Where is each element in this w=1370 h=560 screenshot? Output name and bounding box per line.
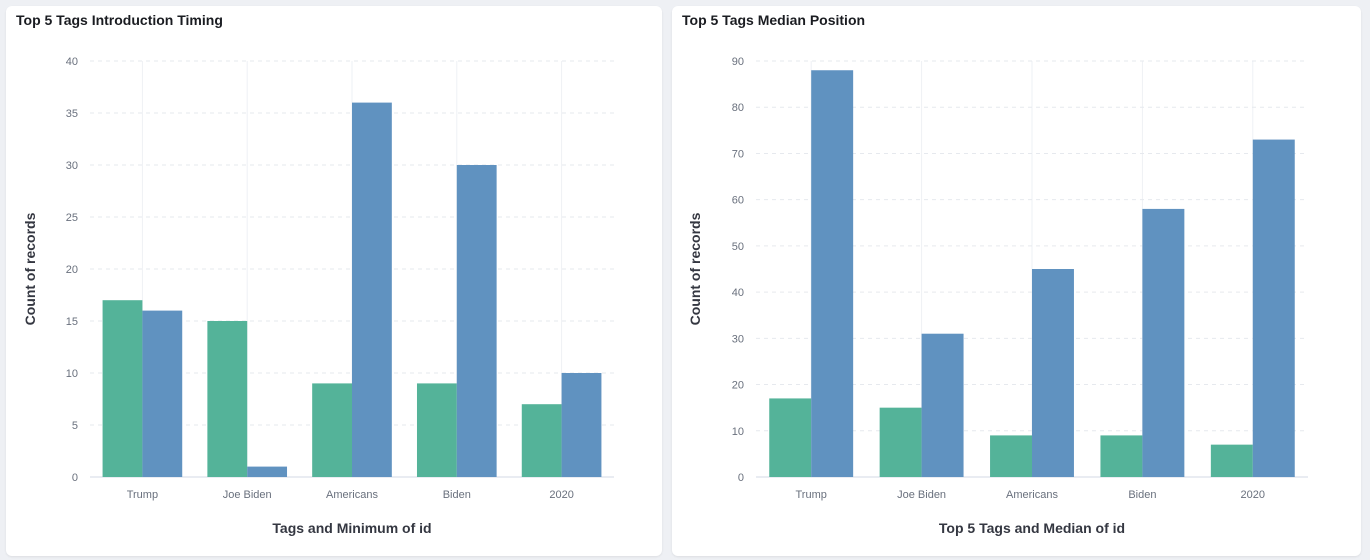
bar-joe-biden-series-1[interactable]: [207, 321, 248, 477]
bar-2020-series-2[interactable]: [561, 373, 602, 477]
x-tick-label: Joe Biden: [897, 489, 946, 501]
bar-trump-series-1[interactable]: [102, 300, 143, 477]
x-tick-label: 2020: [549, 489, 573, 501]
y-tick-label: 10: [66, 368, 78, 380]
bar-joe-biden-series-2[interactable]: [921, 333, 964, 477]
y-axis-title: Count of records: [687, 212, 703, 325]
bar-2020-series-1[interactable]: [1210, 444, 1253, 477]
x-tick-label: Joe Biden: [223, 489, 272, 501]
x-tick-label: Biden: [1128, 489, 1156, 501]
bar-americans-series-2[interactable]: [352, 102, 392, 477]
bar-joe-biden-series-1[interactable]: [879, 407, 922, 477]
y-tick-label: 80: [732, 102, 744, 114]
y-tick-label: 35: [66, 108, 78, 120]
y-axis-title: Count of records: [22, 212, 38, 325]
x-tick-label: Trump: [796, 489, 827, 501]
bar-trump-series-2[interactable]: [811, 70, 854, 477]
y-tick-label: 5: [72, 420, 78, 432]
bar-biden-series-2[interactable]: [1142, 208, 1185, 477]
bar-trump-series-1[interactable]: [769, 398, 812, 477]
y-tick-label: 50: [732, 241, 744, 253]
chart-panel-introduction-timing: Top 5 Tags Introduction Timing 0 5 10 15 20 2…: [6, 6, 662, 556]
bar-2020-series-2[interactable]: [1252, 139, 1295, 478]
chart-panel-median-position: Top 5 Tags Median Position 0 10 20 30 40 50 60…: [672, 6, 1361, 556]
y-tick-label: 0: [738, 472, 744, 484]
y-tick-label: 60: [732, 195, 744, 207]
x-tick-label: 2020: [1241, 489, 1265, 501]
y-tick-label: 20: [66, 264, 78, 276]
y-tick-label: 25: [66, 212, 78, 224]
y-tick-label: 90: [732, 56, 744, 68]
panel-title: Top 5 Tags Introduction Timing: [16, 12, 223, 28]
x-axis-title: Tags and Minimum of id: [272, 520, 431, 536]
bar-americans-series-1[interactable]: [990, 435, 1032, 477]
y-tick-label: 20: [732, 380, 744, 392]
bar-americans-series-1[interactable]: [312, 383, 352, 477]
y-tick-label: 15: [66, 316, 78, 328]
bar-americans-series-2[interactable]: [1032, 269, 1074, 477]
bar-chart-introduction-timing: 0 5 10 15 20 25 30 35 40 Trump Joe Biden Americans B…: [22, 56, 614, 536]
x-tick-label: Americans: [1006, 489, 1058, 501]
y-tick-label: 70: [732, 148, 744, 160]
bar-joe-biden-series-2[interactable]: [247, 466, 288, 477]
y-tick-label: 40: [732, 287, 744, 299]
bar-biden-series-2[interactable]: [456, 165, 497, 477]
bar-chart-median-position: 0 10 20 30 40 50 60 70 80 90 Trump Joe Biden America…: [687, 56, 1308, 536]
y-tick-label: 0: [72, 472, 78, 484]
x-tick-label: Americans: [326, 489, 378, 501]
bar-biden-series-1[interactable]: [1100, 435, 1143, 477]
y-tick-label: 30: [732, 333, 744, 345]
x-tick-label: Trump: [127, 489, 158, 501]
bar-2020-series-1[interactable]: [521, 404, 562, 477]
y-tick-label: 10: [732, 426, 744, 438]
y-tick-label: 30: [66, 160, 78, 172]
x-axis-title: Top 5 Tags and Median of id: [939, 520, 1125, 536]
panel-title: Top 5 Tags Median Position: [682, 12, 866, 28]
y-tick-label: 40: [66, 56, 78, 68]
bar-trump-series-2[interactable]: [142, 310, 183, 477]
bar-biden-series-1[interactable]: [416, 383, 457, 477]
x-tick-label: Biden: [443, 489, 471, 501]
